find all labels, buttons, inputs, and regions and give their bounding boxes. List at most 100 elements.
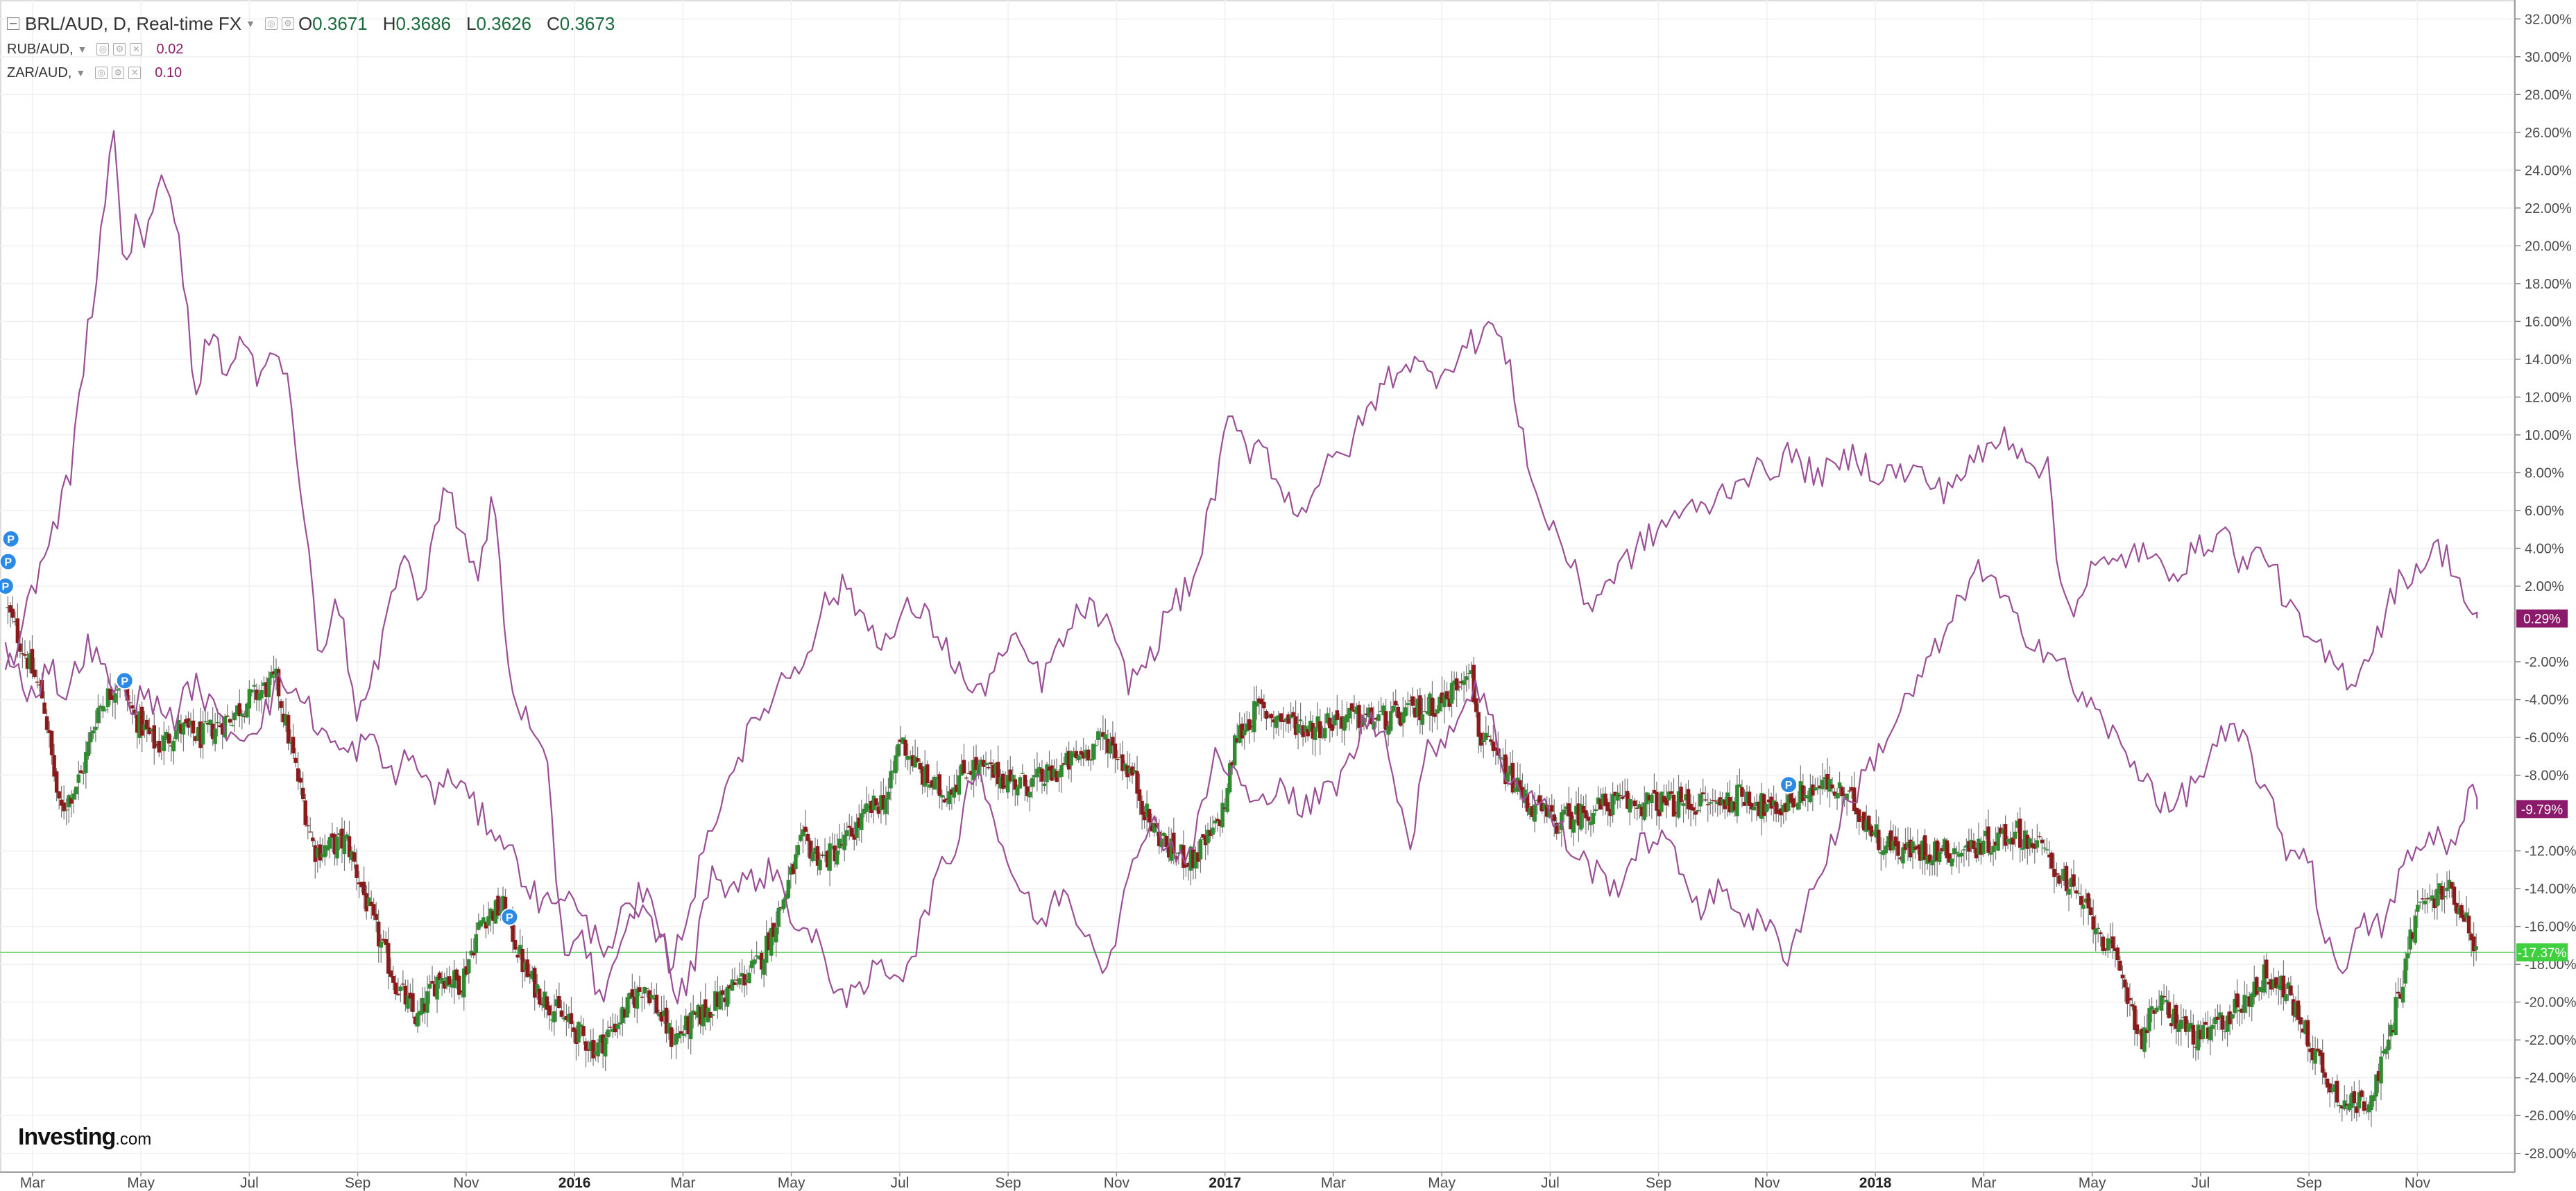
- candle-body: [2033, 843, 2037, 849]
- y-tick-label: 2.00%: [2525, 579, 2564, 594]
- chevron-down-icon[interactable]: ▼: [77, 44, 87, 55]
- candle-body: [1716, 801, 1720, 805]
- candle-body: [2140, 1028, 2144, 1049]
- candle-body: [1240, 723, 1244, 739]
- candle-body: [286, 714, 291, 744]
- candle-body: [2445, 887, 2449, 891]
- candle-body: [1562, 809, 1567, 815]
- candle-body: [247, 689, 252, 709]
- legend-main-series: BRL/AUD, D, Real-time FX ▼ ◎ ⚙ O0.3671 H…: [7, 10, 630, 37]
- y-tick-label: 16.00%: [2525, 314, 2572, 329]
- eye-icon[interactable]: ◎: [264, 17, 278, 30]
- candle-body: [2364, 1108, 2369, 1110]
- candle-body: [1603, 794, 1607, 807]
- candle-body: [1420, 714, 1425, 725]
- candle-body: [674, 1034, 679, 1045]
- candle-body: [2130, 1004, 2135, 1007]
- candle-body: [2235, 993, 2240, 1008]
- candle-body: [1813, 787, 1818, 791]
- settings-icon[interactable]: ⚙: [112, 67, 125, 79]
- candle-body: [825, 850, 830, 868]
- candle-body: [1252, 701, 1256, 732]
- candle-body: [764, 935, 769, 963]
- candle-body: [2249, 993, 2254, 1007]
- candle-body: [1705, 804, 1710, 805]
- candle-body: [2203, 1022, 2208, 1025]
- x-tick-label: Mar: [20, 1175, 45, 1191]
- candle-body: [1274, 716, 1279, 728]
- candle-body: [1415, 699, 1420, 717]
- candle-body: [1747, 791, 1752, 806]
- candle-body: [462, 968, 466, 997]
- candle-body: [1320, 735, 1324, 737]
- candle-body: [1882, 850, 1886, 855]
- candle-body: [327, 837, 332, 849]
- candle-body: [1879, 852, 1884, 854]
- candle-body: [2110, 936, 2115, 949]
- candle-body: [271, 671, 276, 674]
- candle-body: [849, 828, 854, 837]
- candle-body: [113, 693, 117, 703]
- eye-icon[interactable]: ◎: [95, 67, 108, 79]
- candle-body: [2340, 1106, 2344, 1108]
- candle-body: [1655, 791, 1659, 811]
- candle-body: [1182, 845, 1186, 868]
- candle-body: [1098, 734, 1103, 736]
- candle-body: [1423, 711, 1427, 712]
- candle-body: [203, 721, 207, 723]
- candle-body: [2040, 839, 2045, 843]
- chevron-down-icon[interactable]: ▼: [76, 67, 86, 78]
- candle-body: [2149, 1006, 2154, 1010]
- candle-body: [1386, 726, 1390, 735]
- candle-body: [1262, 701, 1266, 709]
- candle-body: [37, 684, 42, 686]
- close-icon[interactable]: ✕: [128, 67, 142, 79]
- collapse-icon[interactable]: [7, 17, 19, 30]
- candle-body: [2001, 829, 2005, 834]
- candle-body: [818, 859, 822, 871]
- marker-circle: [1, 529, 20, 548]
- settings-icon[interactable]: ⚙: [281, 17, 294, 30]
- eye-icon[interactable]: ◎: [96, 43, 110, 55]
- candle-body: [2400, 986, 2405, 1003]
- candle-body: [418, 1011, 423, 1016]
- candle-body: [2337, 1104, 2342, 1106]
- marker-p-icon: P: [115, 671, 134, 690]
- candle-body: [2313, 1049, 2317, 1064]
- candle-body: [1474, 698, 1478, 712]
- candle-body: [1406, 703, 1410, 705]
- candle-body: [1174, 856, 1179, 859]
- candle-body: [1586, 816, 1591, 821]
- candle-body: [2081, 905, 2085, 909]
- candle-body: [259, 689, 264, 699]
- candle-body: [1013, 779, 1018, 790]
- candle-body: [1438, 696, 1442, 712]
- candle-body: [1920, 840, 1925, 861]
- candle-body: [1494, 747, 1498, 751]
- settings-icon[interactable]: ⚙: [113, 43, 126, 55]
- y-tick-label: 8.00%: [2525, 465, 2564, 481]
- candle-body: [723, 997, 727, 1002]
- compare-label[interactable]: RUB/AUD,: [7, 41, 74, 57]
- candle-body: [1940, 848, 1944, 852]
- candle-body: [235, 705, 239, 714]
- candle-body: [35, 681, 40, 683]
- close-icon[interactable]: ✕: [130, 43, 143, 55]
- candle-body: [2237, 1009, 2242, 1012]
- candle-body: [164, 731, 169, 739]
- candle-body: [2301, 1028, 2305, 1033]
- candle-body: [754, 955, 759, 957]
- candle-body: [1184, 864, 1188, 868]
- compare-label[interactable]: ZAR/AUD,: [7, 65, 72, 80]
- main-series-label[interactable]: BRL/AUD, D, Real-time FX: [25, 12, 242, 34]
- candle-body: [2147, 1008, 2151, 1031]
- candle-body: [543, 991, 547, 1008]
- y-tick-label: -24.00%: [2525, 1071, 2576, 1086]
- chevron-down-icon[interactable]: ▼: [246, 18, 255, 29]
- candle-body: [2269, 979, 2274, 990]
- chart-legend: BRL/AUD, D, Real-time FX ▼ ◎ ⚙ O0.3671 H…: [7, 10, 630, 85]
- candle-body: [1916, 846, 1920, 849]
- candle-body: [2083, 898, 2088, 903]
- candle-body: [361, 882, 366, 896]
